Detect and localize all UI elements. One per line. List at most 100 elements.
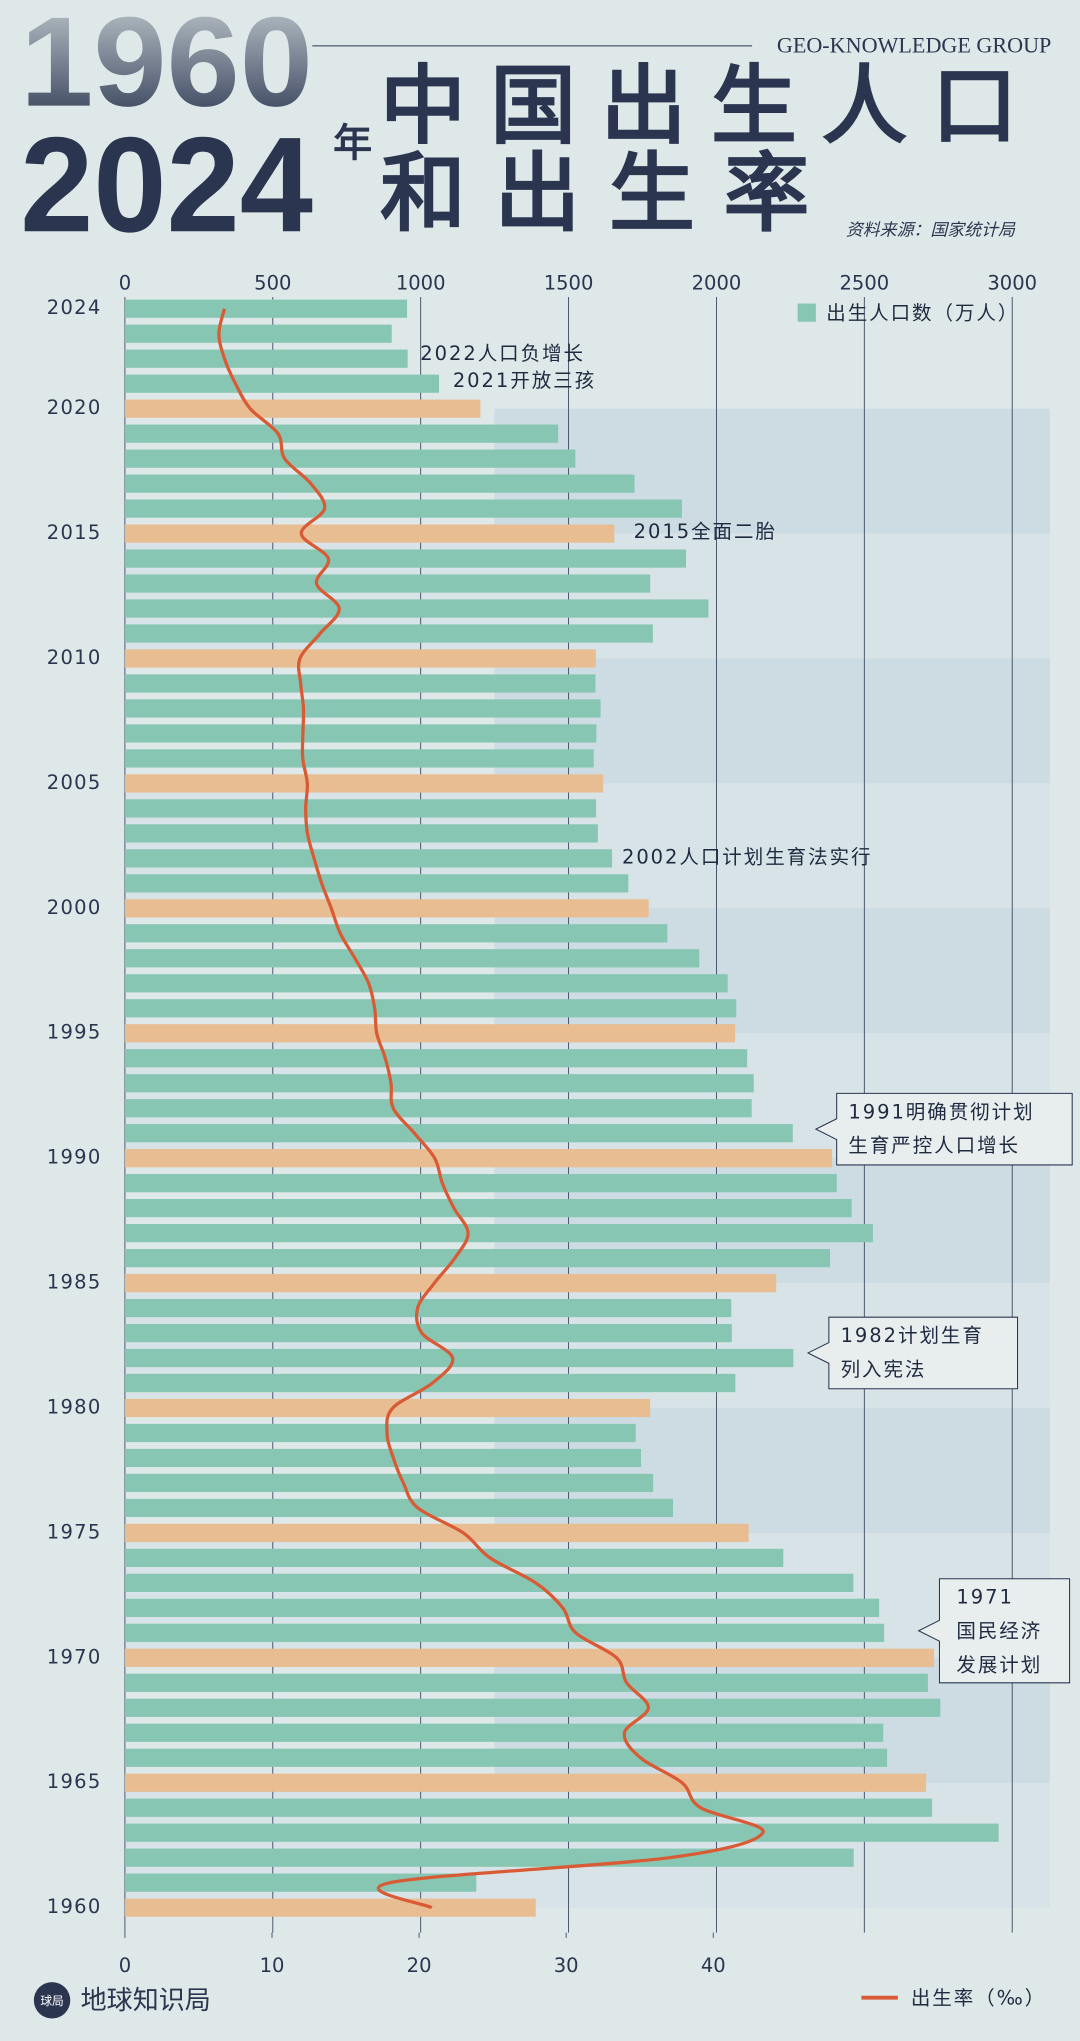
bar <box>124 1473 654 1493</box>
bar <box>124 1323 732 1343</box>
bar <box>124 1398 651 1418</box>
legend-swatch <box>797 303 816 322</box>
bar <box>124 1648 935 1667</box>
bar <box>124 1273 777 1293</box>
bar <box>124 924 668 943</box>
bar <box>124 1773 927 1792</box>
bar <box>124 774 604 793</box>
bar <box>124 1099 752 1118</box>
bar <box>124 1573 854 1592</box>
bar <box>124 1848 854 1867</box>
x-tick-label: 2000 <box>692 272 742 295</box>
x2-tick-label: 30 <box>554 1954 579 1977</box>
bar <box>124 849 613 868</box>
bar <box>124 1074 754 1093</box>
y-tick-label: 1980 <box>47 1395 102 1418</box>
y-tick-label: 1965 <box>47 1770 102 1793</box>
brand: GEO-KNOWLEDGE GROUP <box>777 32 1052 57</box>
logo-text: 地球知识局 <box>81 1986 211 2016</box>
annotation: 2002人口计划生育法实行 <box>622 845 872 868</box>
annotation-box <box>814 1092 1073 1166</box>
bar <box>124 724 597 743</box>
annotation: 2015全面二胎 <box>634 520 777 543</box>
bar <box>124 1174 837 1193</box>
bar <box>124 1673 928 1692</box>
bar <box>124 799 597 818</box>
bar <box>124 499 682 518</box>
year-start: 1960 <box>20 0 313 134</box>
y-tick-label: 1960 <box>47 1895 102 1918</box>
bar <box>124 674 596 693</box>
annotation: 1991明确贯彻计划 <box>848 1100 1034 1123</box>
bar <box>124 1898 536 1917</box>
y-tick-label: 1990 <box>47 1146 102 1169</box>
bar <box>124 1423 636 1443</box>
annotation: 2021开放三孩 <box>453 369 596 392</box>
y-tick-label: 1975 <box>47 1520 102 1543</box>
y-tick-label: 2010 <box>47 646 102 669</box>
bar <box>124 424 559 443</box>
x2-tick-label: 10 <box>260 1954 285 1977</box>
year-end: 2024 <box>20 108 313 260</box>
x-tick-label: 3000 <box>987 272 1037 295</box>
annotation: 生育严控人口增长 <box>848 1134 1020 1157</box>
bar <box>124 999 737 1018</box>
annotation: 发展计划 <box>956 1653 1042 1676</box>
bar <box>124 1523 749 1543</box>
bar <box>124 1124 793 1143</box>
bar <box>124 1149 833 1168</box>
rate-line <box>217 308 765 1910</box>
source: 资料来源：国家统计局 <box>846 220 1016 240</box>
bar <box>124 599 709 618</box>
bar <box>124 549 686 568</box>
bar <box>124 1723 884 1742</box>
annotation-box <box>806 1316 1019 1390</box>
x2-tick-label: 0 <box>119 1954 131 1977</box>
legend-label: 出生率（‰） <box>911 1987 1046 2010</box>
bar <box>124 1798 933 1817</box>
y-tick-label: 2020 <box>47 396 102 419</box>
annotation: 1982计划生育 <box>841 1324 984 1347</box>
bar <box>124 1199 852 1218</box>
y-tick-label: 1970 <box>47 1645 102 1668</box>
x-tick-label: 2500 <box>840 272 890 295</box>
bar <box>124 1873 477 1892</box>
logo-icon-text: 球局 <box>40 1994 63 2008</box>
bar <box>124 299 408 318</box>
bar <box>124 324 392 343</box>
x2-tick-label: 20 <box>407 1954 432 1977</box>
y-tick-label: 1995 <box>47 1021 102 1044</box>
bar <box>124 624 653 643</box>
annotation-box <box>917 1578 1071 1684</box>
annotation: 列入宪法 <box>841 1358 927 1381</box>
logo-icon <box>33 1982 71 2019</box>
bar <box>124 1698 941 1717</box>
bar <box>124 1623 885 1642</box>
bar <box>124 1224 873 1243</box>
bar <box>124 349 408 368</box>
bar <box>124 824 598 843</box>
bar <box>124 474 635 493</box>
bar <box>124 974 728 993</box>
x2-tick-label: 40 <box>701 1954 726 1977</box>
bar <box>124 524 615 543</box>
bar <box>124 749 594 768</box>
y-tick-label: 2015 <box>47 521 102 544</box>
bar <box>124 1498 673 1518</box>
bar <box>124 949 700 968</box>
bar <box>124 1049 748 1068</box>
bar <box>124 874 629 893</box>
bar <box>124 1598 880 1617</box>
bar <box>124 1548 784 1568</box>
bar <box>124 1348 794 1368</box>
bar <box>124 1248 831 1268</box>
bar <box>124 374 440 393</box>
x-tick-label: 0 <box>119 272 131 295</box>
y-tick-label: 1985 <box>47 1271 102 1294</box>
y-tick-label: 2000 <box>47 896 102 919</box>
y-tick-label: 2005 <box>47 771 102 794</box>
bar <box>124 649 596 668</box>
annotation: 国民经济 <box>956 1620 1042 1643</box>
